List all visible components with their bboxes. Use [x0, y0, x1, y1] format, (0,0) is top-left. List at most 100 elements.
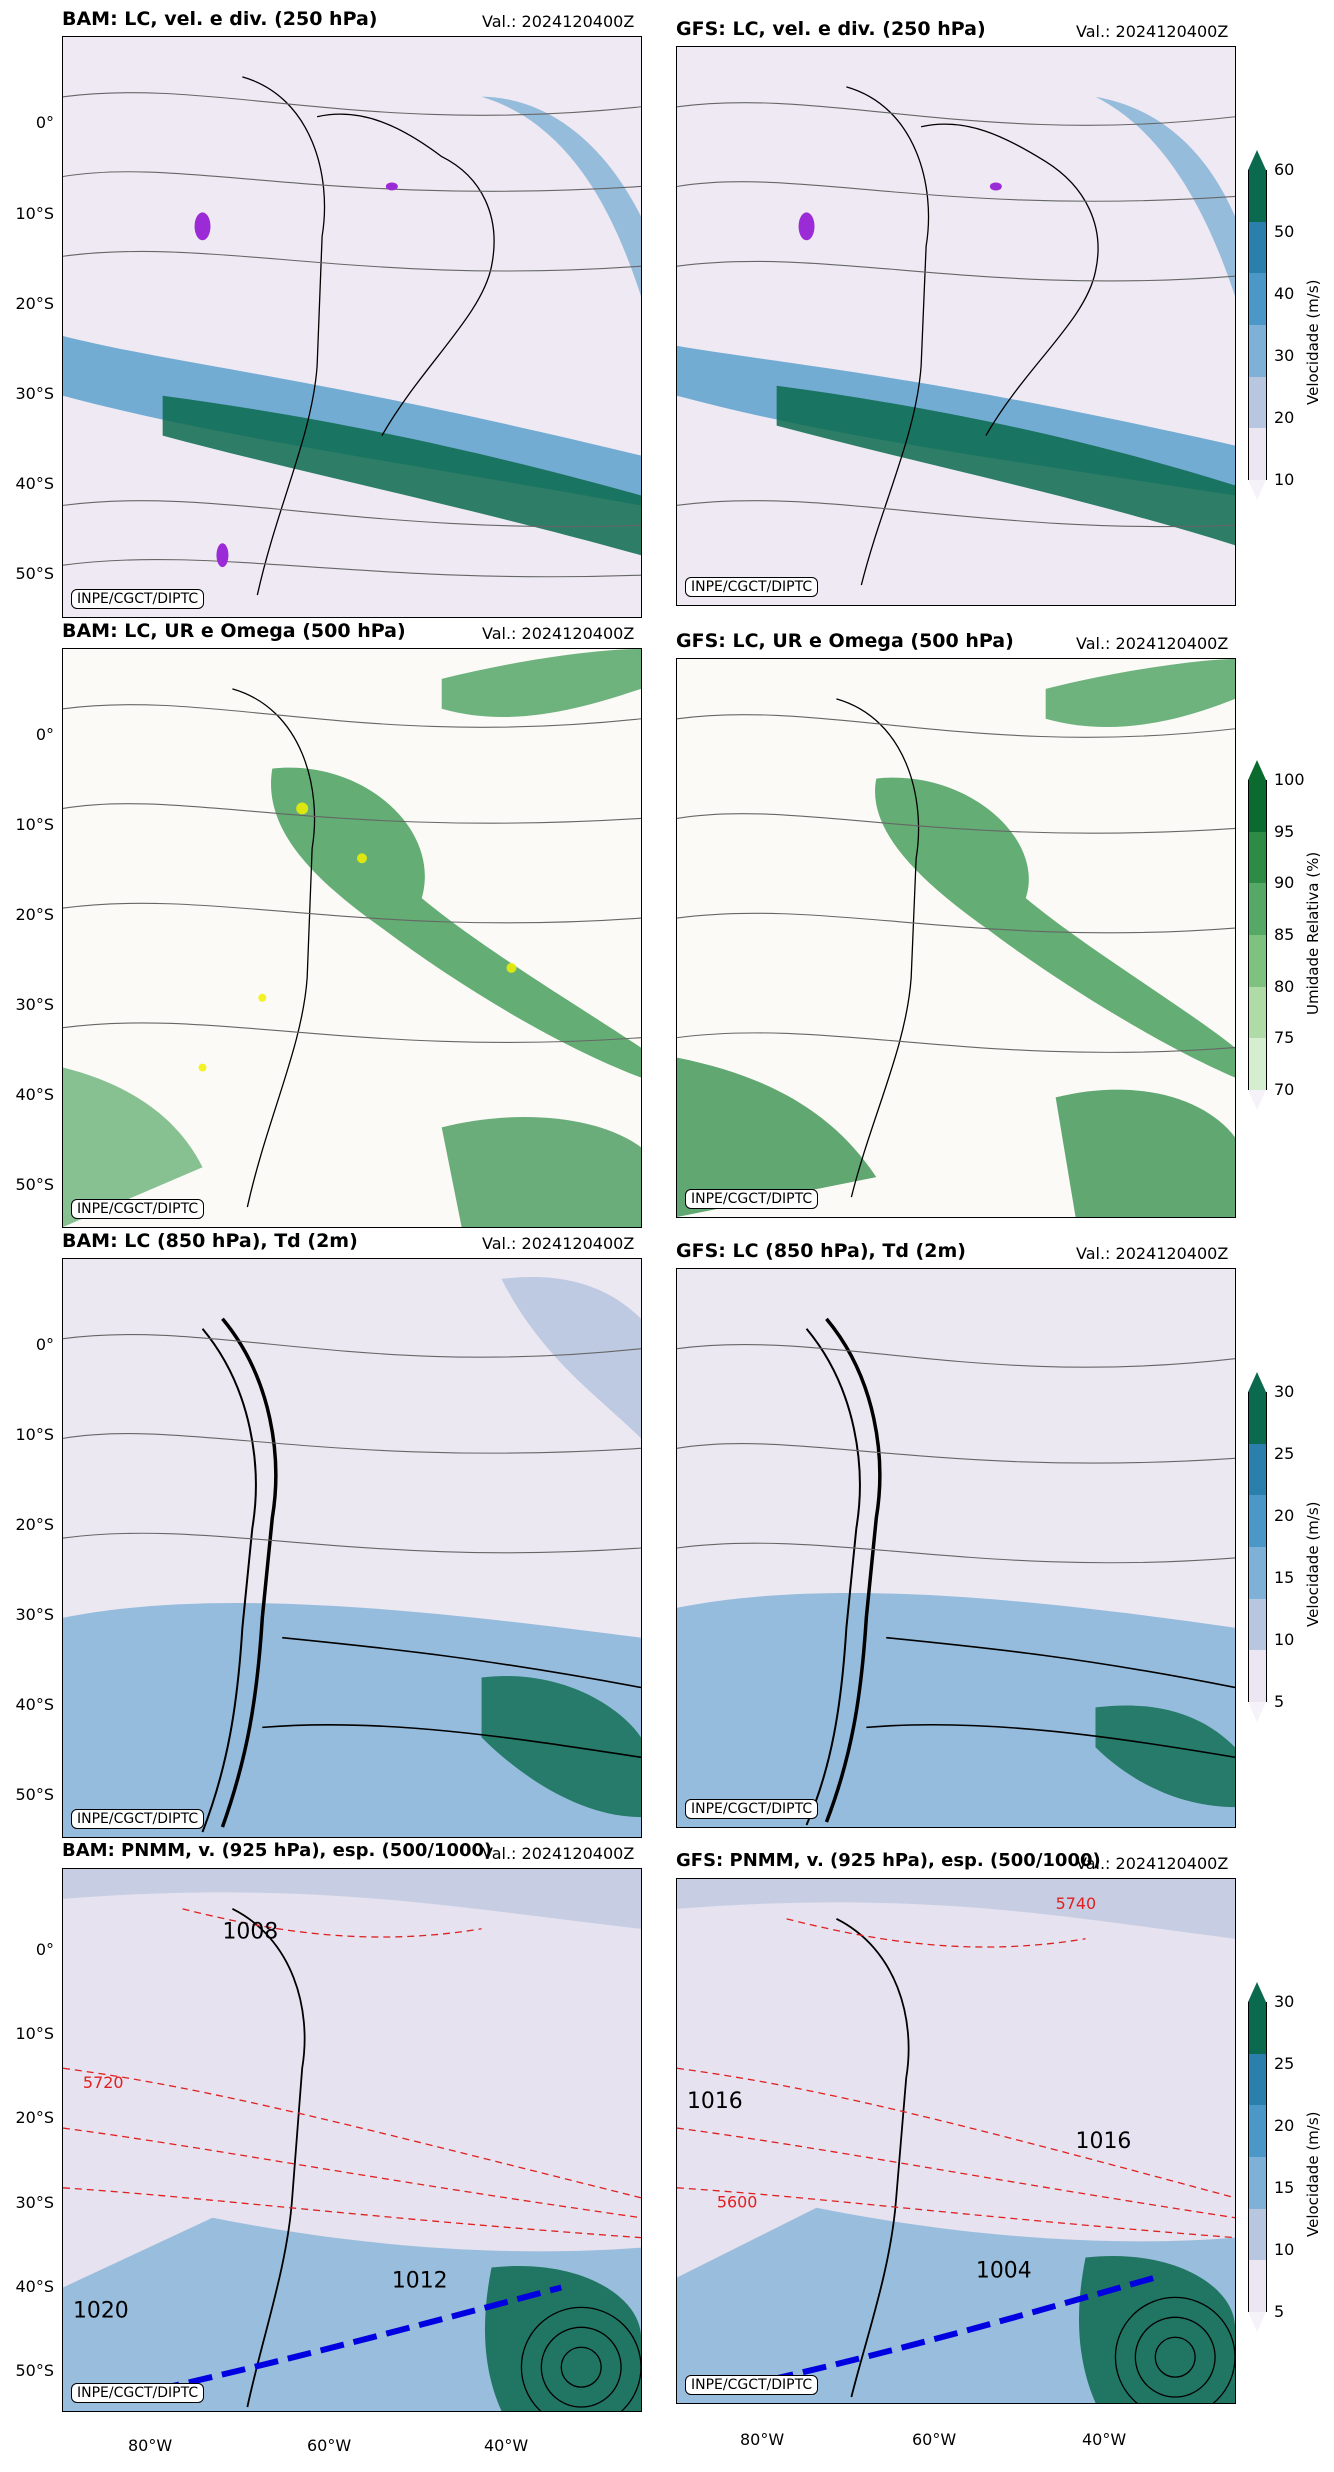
credit-label: INPE/CGCT/DIPTC: [685, 577, 819, 597]
lat-tick-label: 50°S: [15, 1784, 54, 1804]
colorbar: [1248, 150, 1267, 500]
panel-title-gfs-250: GFS: LC, vel. e div. (250 hPa): [676, 18, 986, 40]
colorbar-tick-label: 20: [1274, 408, 1295, 427]
colorbar-segment: [1248, 986, 1267, 1039]
map-bam-850: INPE/CGCT/DIPTC: [62, 1258, 642, 1838]
colorbar-extend-top: [1248, 1372, 1266, 1392]
lon-tick-60w-left: 60°W: [307, 2436, 352, 2455]
colorbar-segment: [1248, 2157, 1267, 2209]
colorbar-title: Velocidade (m/s): [1304, 1501, 1322, 1627]
colorbar-tick-label: 75: [1274, 1028, 1295, 1048]
lon-tick-80w-left: 80°W: [128, 2436, 173, 2455]
colorbar-extend-bottom: [1248, 1702, 1266, 1722]
colorbar-tick-label: 25: [1274, 1444, 1295, 1463]
colorbar-tick-label: 40: [1274, 284, 1295, 303]
colorbar-title: Velocidade (m/s): [1304, 279, 1322, 405]
map-gfs-850: INPE/CGCT/DIPTC: [676, 1268, 1236, 1828]
colorbar-tick-label: 10: [1274, 1630, 1295, 1649]
colorbar-segment: [1248, 428, 1267, 480]
colorbar-tick-label: 20: [1274, 2116, 1295, 2135]
lat-tick-label: 30°S: [15, 2192, 54, 2212]
colorbar-extend-bottom: [1248, 480, 1266, 500]
colorbar-tick-label: 70: [1274, 1080, 1295, 1099]
lat-tick-label: 30°S: [15, 1604, 54, 1624]
lat-tick-label: 30°S: [15, 383, 54, 403]
colorbar-segment: [1248, 935, 1267, 987]
lat-tick-label: 20°S: [15, 904, 54, 924]
lat-tick-label: 10°S: [15, 2023, 54, 2043]
panel-title-bam-500: BAM: LC, UR e Omega (500 hPa): [62, 620, 406, 642]
lat-tick-label: 20°S: [15, 2108, 54, 2128]
colorbar-segment: [1248, 883, 1267, 935]
colorbar-tick-label: 25: [1274, 2054, 1295, 2073]
lat-tick-label: 40°S: [15, 1084, 54, 1104]
colorbar: [1248, 760, 1267, 1110]
lon-tick-40w-left: 40°W: [484, 2436, 529, 2455]
colorbar-tick-label: 20: [1274, 1506, 1295, 1525]
thickness-label: 5740: [1056, 1894, 1097, 1913]
colorbar: [1248, 1982, 1267, 2332]
map-gfs-500: INPE/CGCT/DIPTC: [676, 658, 1236, 1218]
colorbar-tick-label: 30: [1274, 1992, 1295, 2011]
colorbar-tick-label: 60: [1274, 160, 1295, 179]
colorbar-segment: [1248, 1443, 1267, 1496]
valid-time-bam-850: Val.: 2024120400Z: [482, 1234, 635, 1253]
colorbar-extend-bottom: [1248, 1090, 1266, 1110]
colorbar-tick-label: 10: [1274, 2240, 1295, 2259]
lat-tick-label: 40°S: [15, 2276, 54, 2296]
colorbar-segment: [1248, 1547, 1267, 1599]
credit-label: INPE/CGCT/DIPTC: [71, 2383, 205, 2403]
colorbar-segment: [1248, 2208, 1267, 2261]
panel-title-bam-850: BAM: LC (850 hPa), Td (2m): [62, 1230, 358, 1252]
colorbar-segment: [1248, 1598, 1267, 1651]
panel-title-gfs-850: GFS: LC (850 hPa), Td (2m): [676, 1240, 966, 1262]
colorbar-tick-label: 80: [1274, 976, 1295, 996]
lat-tick-label: 10°S: [15, 203, 54, 223]
isobar-label: 1020: [73, 2298, 129, 2323]
valid-time-gfs-500: Val.: 2024120400Z: [1076, 634, 1229, 653]
thickness-label: 5720: [83, 2073, 124, 2092]
thickness-label: 5600: [717, 2193, 758, 2212]
lat-tick-label: 50°S: [15, 564, 54, 584]
lat-tick-label: 0°: [35, 1939, 54, 1959]
colorbar-tick-label: 15: [1274, 2178, 1295, 2197]
colorbar: [1248, 1372, 1267, 1722]
colorbar-tick-label: 90: [1274, 873, 1295, 893]
isobar-label: 1008: [222, 1920, 278, 1945]
colorbar-extend-top: [1248, 760, 1266, 780]
credit-label: INPE/CGCT/DIPTC: [71, 589, 205, 609]
lat-tick-label: 30°S: [15, 994, 54, 1014]
lat-tick-label: 50°S: [15, 1174, 54, 1194]
lat-tick-label: 0°: [35, 725, 54, 744]
panel-title-bam-pnmm: BAM: PNMM, v. (925 hPa), esp. (500/1000): [62, 1840, 493, 1861]
lat-tick-label: 20°S: [15, 1514, 54, 1534]
valid-time-bam-250: Val.: 2024120400Z: [482, 12, 635, 31]
colorbar-extend-top: [1248, 150, 1266, 170]
colorbar-title: Umidade Relativa (%): [1304, 851, 1322, 1015]
valid-time-gfs-250: Val.: 2024120400Z: [1076, 22, 1229, 41]
lat-tick-label: 50°S: [15, 2361, 54, 2381]
lon-tick-60w-right: 60°W: [912, 2430, 957, 2449]
colorbar-tick-label: 85: [1274, 925, 1295, 944]
colorbar-tick-label: 10: [1274, 470, 1295, 489]
colorbar-segment: [1248, 2053, 1267, 2106]
colorbar-extend-bottom: [1248, 2312, 1266, 2332]
colorbar-segment: [1248, 780, 1267, 832]
colorbar-segment: [1248, 2002, 1267, 2054]
lat-tick-label: 0°: [35, 113, 54, 133]
lat-tick-label: 0°: [35, 1335, 54, 1354]
colorbar-tick-label: 5: [1274, 1692, 1285, 1711]
valid-time-gfs-pnmm: Val.: 2024120400Z: [1076, 1854, 1229, 1873]
colorbar-extend-top: [1248, 1982, 1266, 2002]
colorbar-title: Velocidade (m/s): [1304, 2111, 1322, 2237]
colorbar-segment: [1248, 2260, 1267, 2312]
colorbar-segment: [1248, 1495, 1267, 1547]
panel-title-gfs-pnmm: GFS: PNMM, v. (925 hPa), esp. (500/1000): [676, 1850, 1101, 1871]
map-bam-pnmm: 1012 1020 5720 1008 INPE/CGCT/DIPTC: [62, 1868, 642, 2412]
colorbar-segment: [1248, 2105, 1267, 2157]
panel-title-bam-250: BAM: LC, vel. e div. (250 hPa): [62, 8, 378, 30]
colorbar-tick-label: 5: [1274, 2302, 1285, 2321]
credit-label: INPE/CGCT/DIPTC: [71, 1199, 205, 1219]
colorbar-tick-label: 30: [1274, 1382, 1295, 1401]
lat-tick-label: 10°S: [15, 1424, 54, 1444]
